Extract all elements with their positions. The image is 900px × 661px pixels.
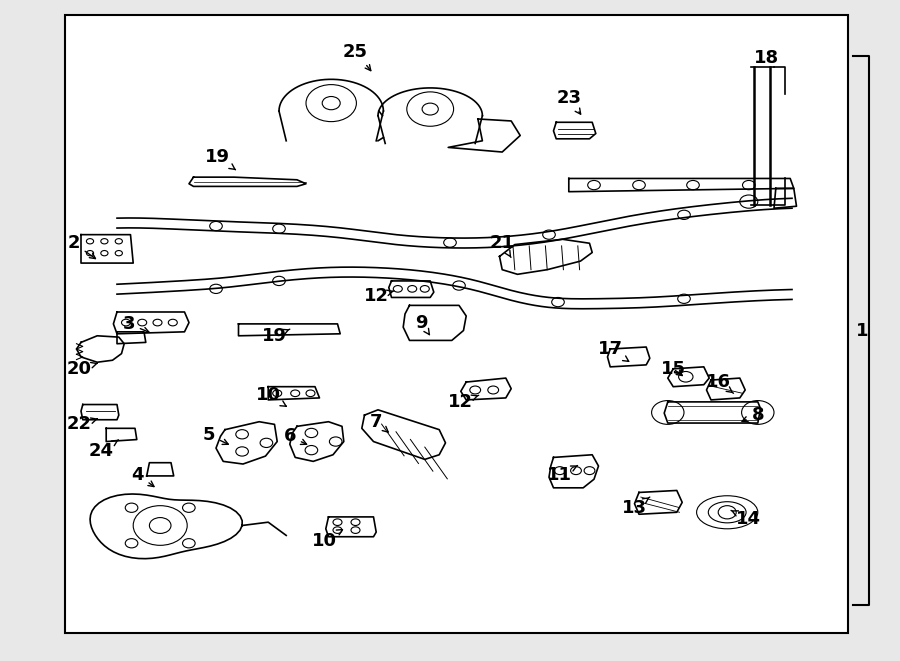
Text: 6: 6 bbox=[284, 427, 307, 446]
Text: 10: 10 bbox=[311, 529, 343, 550]
Text: 9: 9 bbox=[415, 313, 429, 334]
Text: 25: 25 bbox=[343, 42, 371, 71]
Text: 5: 5 bbox=[202, 426, 229, 444]
Text: 11: 11 bbox=[547, 465, 578, 484]
Text: 19: 19 bbox=[205, 148, 236, 170]
Ellipse shape bbox=[697, 496, 758, 529]
Ellipse shape bbox=[708, 502, 746, 523]
Text: 21: 21 bbox=[490, 234, 515, 257]
Text: 7: 7 bbox=[370, 412, 388, 432]
Text: 4: 4 bbox=[131, 465, 154, 486]
Text: 12: 12 bbox=[364, 287, 394, 305]
Text: 3: 3 bbox=[122, 315, 149, 333]
Text: 18: 18 bbox=[754, 49, 779, 67]
Text: 10: 10 bbox=[256, 386, 286, 407]
Text: 17: 17 bbox=[598, 340, 629, 362]
Text: 19: 19 bbox=[262, 327, 290, 345]
Bar bbox=[65, 15, 848, 633]
Text: 22: 22 bbox=[67, 415, 97, 434]
Text: 24: 24 bbox=[88, 440, 119, 460]
Text: 13: 13 bbox=[622, 497, 650, 517]
Text: 1: 1 bbox=[856, 321, 868, 340]
Text: 14: 14 bbox=[731, 510, 761, 528]
Text: 15: 15 bbox=[661, 360, 686, 378]
Text: 2: 2 bbox=[68, 234, 95, 258]
Text: 16: 16 bbox=[706, 373, 734, 393]
Text: 12: 12 bbox=[448, 393, 479, 411]
Text: 8: 8 bbox=[742, 406, 764, 424]
Text: 23: 23 bbox=[556, 89, 581, 114]
Text: 20: 20 bbox=[67, 360, 97, 378]
